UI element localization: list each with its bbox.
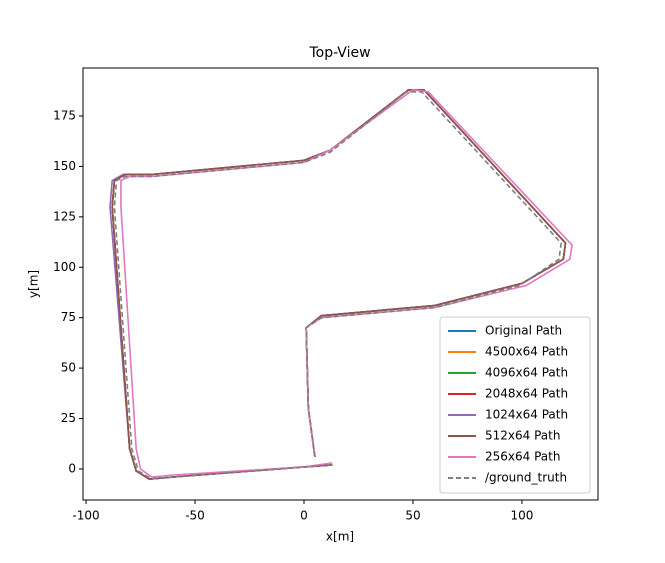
chart-title: Top-View	[308, 45, 370, 61]
legend-label: 4096x64 Path	[485, 366, 568, 380]
x-tick-label: -100	[72, 509, 99, 523]
y-tick-label: 0	[68, 461, 76, 475]
y-tick-label: 125	[53, 209, 76, 223]
y-tick-label: 25	[61, 411, 76, 425]
x-axis-label: x[m]	[326, 530, 354, 544]
y-tick-label: 175	[53, 109, 76, 123]
legend-label: Original Path	[485, 324, 562, 338]
x-tick-label: 0	[300, 509, 308, 523]
legend-box	[439, 316, 591, 494]
legend-label: 256x64 Path	[485, 450, 560, 464]
x-tick-label: 100	[510, 509, 533, 523]
y-tick-label: 100	[53, 260, 76, 274]
legend-label: 512x64 Path	[485, 429, 560, 443]
plot-frame	[82, 67, 599, 501]
trajectory-line	[113, 90, 562, 480]
trajectory-line	[111, 88, 567, 480]
y-tick-label: 75	[61, 310, 76, 324]
y-tick-label: 50	[61, 361, 76, 375]
legend-label: 2048x64 Path	[485, 387, 568, 401]
x-tick-label: 50	[405, 509, 420, 523]
legend-label: 1024x64 Path	[485, 408, 568, 422]
y-tick-label: 150	[53, 159, 76, 173]
x-tick-label: -50	[185, 509, 205, 523]
y-axis-label: y[m]	[27, 270, 41, 298]
legend-label: 4500x64 Path	[485, 345, 568, 359]
legend-label: /ground_truth	[485, 471, 567, 485]
